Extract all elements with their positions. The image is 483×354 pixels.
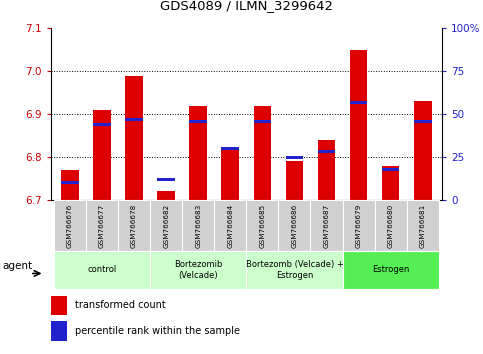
Bar <box>182 200 214 251</box>
Bar <box>350 101 368 104</box>
Bar <box>214 200 246 251</box>
Text: GSM766678: GSM766678 <box>131 204 137 249</box>
Bar <box>189 120 207 122</box>
Bar <box>414 101 431 200</box>
Bar <box>61 181 79 184</box>
Bar <box>51 296 67 315</box>
Bar <box>254 120 271 122</box>
Bar <box>150 251 246 289</box>
Bar <box>246 251 342 289</box>
Text: GSM766680: GSM766680 <box>388 204 394 249</box>
Text: Estrogen: Estrogen <box>372 266 409 274</box>
Bar <box>414 120 431 122</box>
Bar <box>125 118 143 121</box>
Text: GSM766687: GSM766687 <box>324 204 329 249</box>
Text: GSM766681: GSM766681 <box>420 204 426 249</box>
Bar <box>51 321 67 341</box>
Bar <box>157 178 175 181</box>
Bar <box>318 140 335 200</box>
Bar <box>350 50 368 200</box>
Bar <box>222 148 239 200</box>
Text: Bortezomib
(Velcade): Bortezomib (Velcade) <box>174 260 222 280</box>
Text: GDS4089 / ILMN_3299642: GDS4089 / ILMN_3299642 <box>160 0 333 12</box>
Text: GSM766679: GSM766679 <box>355 204 362 249</box>
Bar <box>86 200 118 251</box>
Bar <box>189 105 207 200</box>
Bar <box>54 200 86 251</box>
Text: GSM766685: GSM766685 <box>259 204 265 249</box>
Text: Bortezomb (Velcade) +
Estrogen: Bortezomb (Velcade) + Estrogen <box>245 260 343 280</box>
Bar <box>118 200 150 251</box>
Bar <box>278 200 311 251</box>
Bar <box>150 200 182 251</box>
Text: GSM766682: GSM766682 <box>163 204 169 249</box>
Bar <box>285 156 303 159</box>
Bar <box>285 161 303 200</box>
Bar <box>407 200 439 251</box>
Text: agent: agent <box>2 261 32 272</box>
Bar <box>342 251 439 289</box>
Text: control: control <box>87 266 117 274</box>
Bar <box>125 75 143 200</box>
Bar <box>246 200 278 251</box>
Text: GSM766684: GSM766684 <box>227 204 233 249</box>
Bar <box>342 200 375 251</box>
Text: GSM766676: GSM766676 <box>67 204 73 249</box>
Text: GSM766683: GSM766683 <box>195 204 201 249</box>
Text: GSM766686: GSM766686 <box>291 204 298 249</box>
Bar <box>382 166 399 200</box>
Bar <box>93 123 111 126</box>
Bar <box>61 170 79 200</box>
Bar <box>254 105 271 200</box>
Bar <box>318 150 335 153</box>
Bar <box>157 192 175 200</box>
Text: transformed count: transformed count <box>75 301 166 310</box>
Bar <box>311 200 342 251</box>
Bar <box>54 251 150 289</box>
Bar <box>93 110 111 200</box>
Text: GSM766677: GSM766677 <box>99 204 105 249</box>
Bar <box>222 147 239 150</box>
Bar <box>382 167 399 171</box>
Text: percentile rank within the sample: percentile rank within the sample <box>75 326 241 336</box>
Bar <box>375 200 407 251</box>
